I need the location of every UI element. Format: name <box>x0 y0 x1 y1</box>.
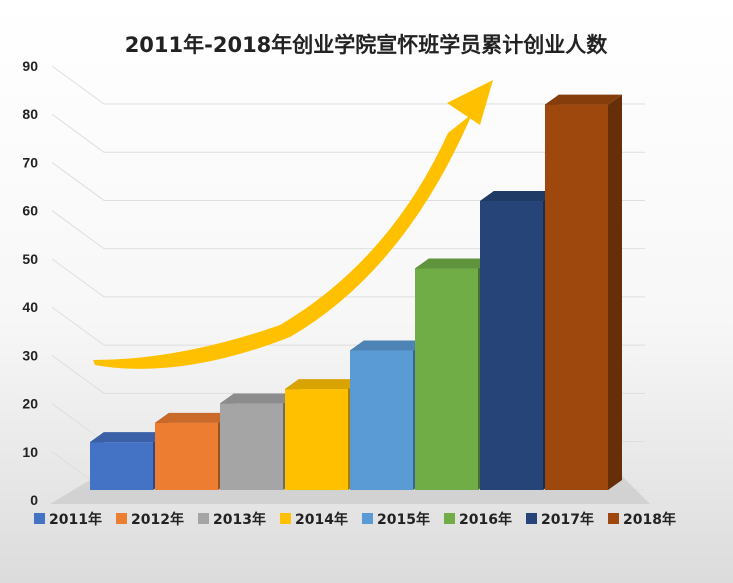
arrow-head <box>447 80 493 125</box>
grid-line <box>51 113 645 153</box>
bar-top <box>155 412 232 423</box>
legend-swatch <box>116 513 127 524</box>
legend-swatch <box>608 513 619 524</box>
bar-top <box>350 340 427 351</box>
bar-front <box>545 104 608 491</box>
bar-front <box>285 389 348 490</box>
grid-line <box>51 210 645 250</box>
legend-item: 2015年 <box>362 511 430 528</box>
legend-swatch <box>362 513 373 524</box>
bar-top <box>545 94 622 105</box>
bar-top <box>90 432 167 443</box>
legend-swatch <box>34 513 45 524</box>
legend-label: 2014年 <box>295 511 348 528</box>
bar-front <box>220 403 283 490</box>
legend-label: 2017年 <box>541 511 594 528</box>
bar-front <box>350 350 413 490</box>
legend-item: 2012年 <box>116 511 184 528</box>
legend-item: 2016年 <box>444 511 512 528</box>
legend-label: 2011年 <box>49 511 102 528</box>
y-tick-label: 90 <box>22 58 38 74</box>
bar-top <box>415 258 492 269</box>
bar-top <box>285 379 362 390</box>
y-tick-label: 20 <box>22 396 38 412</box>
bar-top <box>480 191 557 202</box>
bar-front <box>415 268 478 490</box>
bar-front <box>480 201 543 490</box>
y-tick-label: 10 <box>22 444 38 460</box>
legend-swatch <box>280 513 291 524</box>
legend-swatch <box>526 513 537 524</box>
bar-top <box>220 393 297 404</box>
bar <box>285 379 362 490</box>
legend-item: 2014年 <box>280 511 348 528</box>
y-tick-label: 80 <box>22 106 38 122</box>
legend-item: 2011年 <box>34 511 102 528</box>
y-axis-ticks: 0 10 20 30 40 50 60 70 80 90 <box>22 58 38 508</box>
bar-front <box>90 442 153 490</box>
chart-title: 2011年-2018年创业学院宣怀班学员累计创业人数 <box>125 33 609 57</box>
legend-swatch <box>444 513 455 524</box>
legend-swatch <box>198 513 209 524</box>
legend-label: 2016年 <box>459 511 512 528</box>
legend-label: 2013年 <box>213 511 266 528</box>
legend-label: 2015年 <box>377 511 430 528</box>
bar <box>545 94 622 491</box>
y-tick-label: 70 <box>22 154 38 170</box>
y-tick-label: 0 <box>30 492 38 508</box>
legend-item: 2018年 <box>608 511 676 528</box>
bar-front <box>155 422 218 490</box>
legend-label: 2018年 <box>623 511 676 528</box>
arrow-shaft <box>93 114 472 369</box>
legend-label: 2012年 <box>131 511 184 528</box>
y-tick-label: 60 <box>22 203 38 219</box>
legend-item: 2013年 <box>198 511 266 528</box>
y-tick-label: 40 <box>22 299 38 315</box>
y-tick-label: 50 <box>22 251 38 267</box>
y-tick-label: 30 <box>22 347 38 363</box>
trend-arrow <box>93 80 493 369</box>
bar-side <box>608 94 622 491</box>
legend-item: 2017年 <box>526 511 594 528</box>
grid-line <box>51 162 645 201</box>
legend: 2011年 2012年 2013年 2014年 2015年 2016年 2017年 2018年 <box>34 511 676 528</box>
bars <box>90 94 622 491</box>
